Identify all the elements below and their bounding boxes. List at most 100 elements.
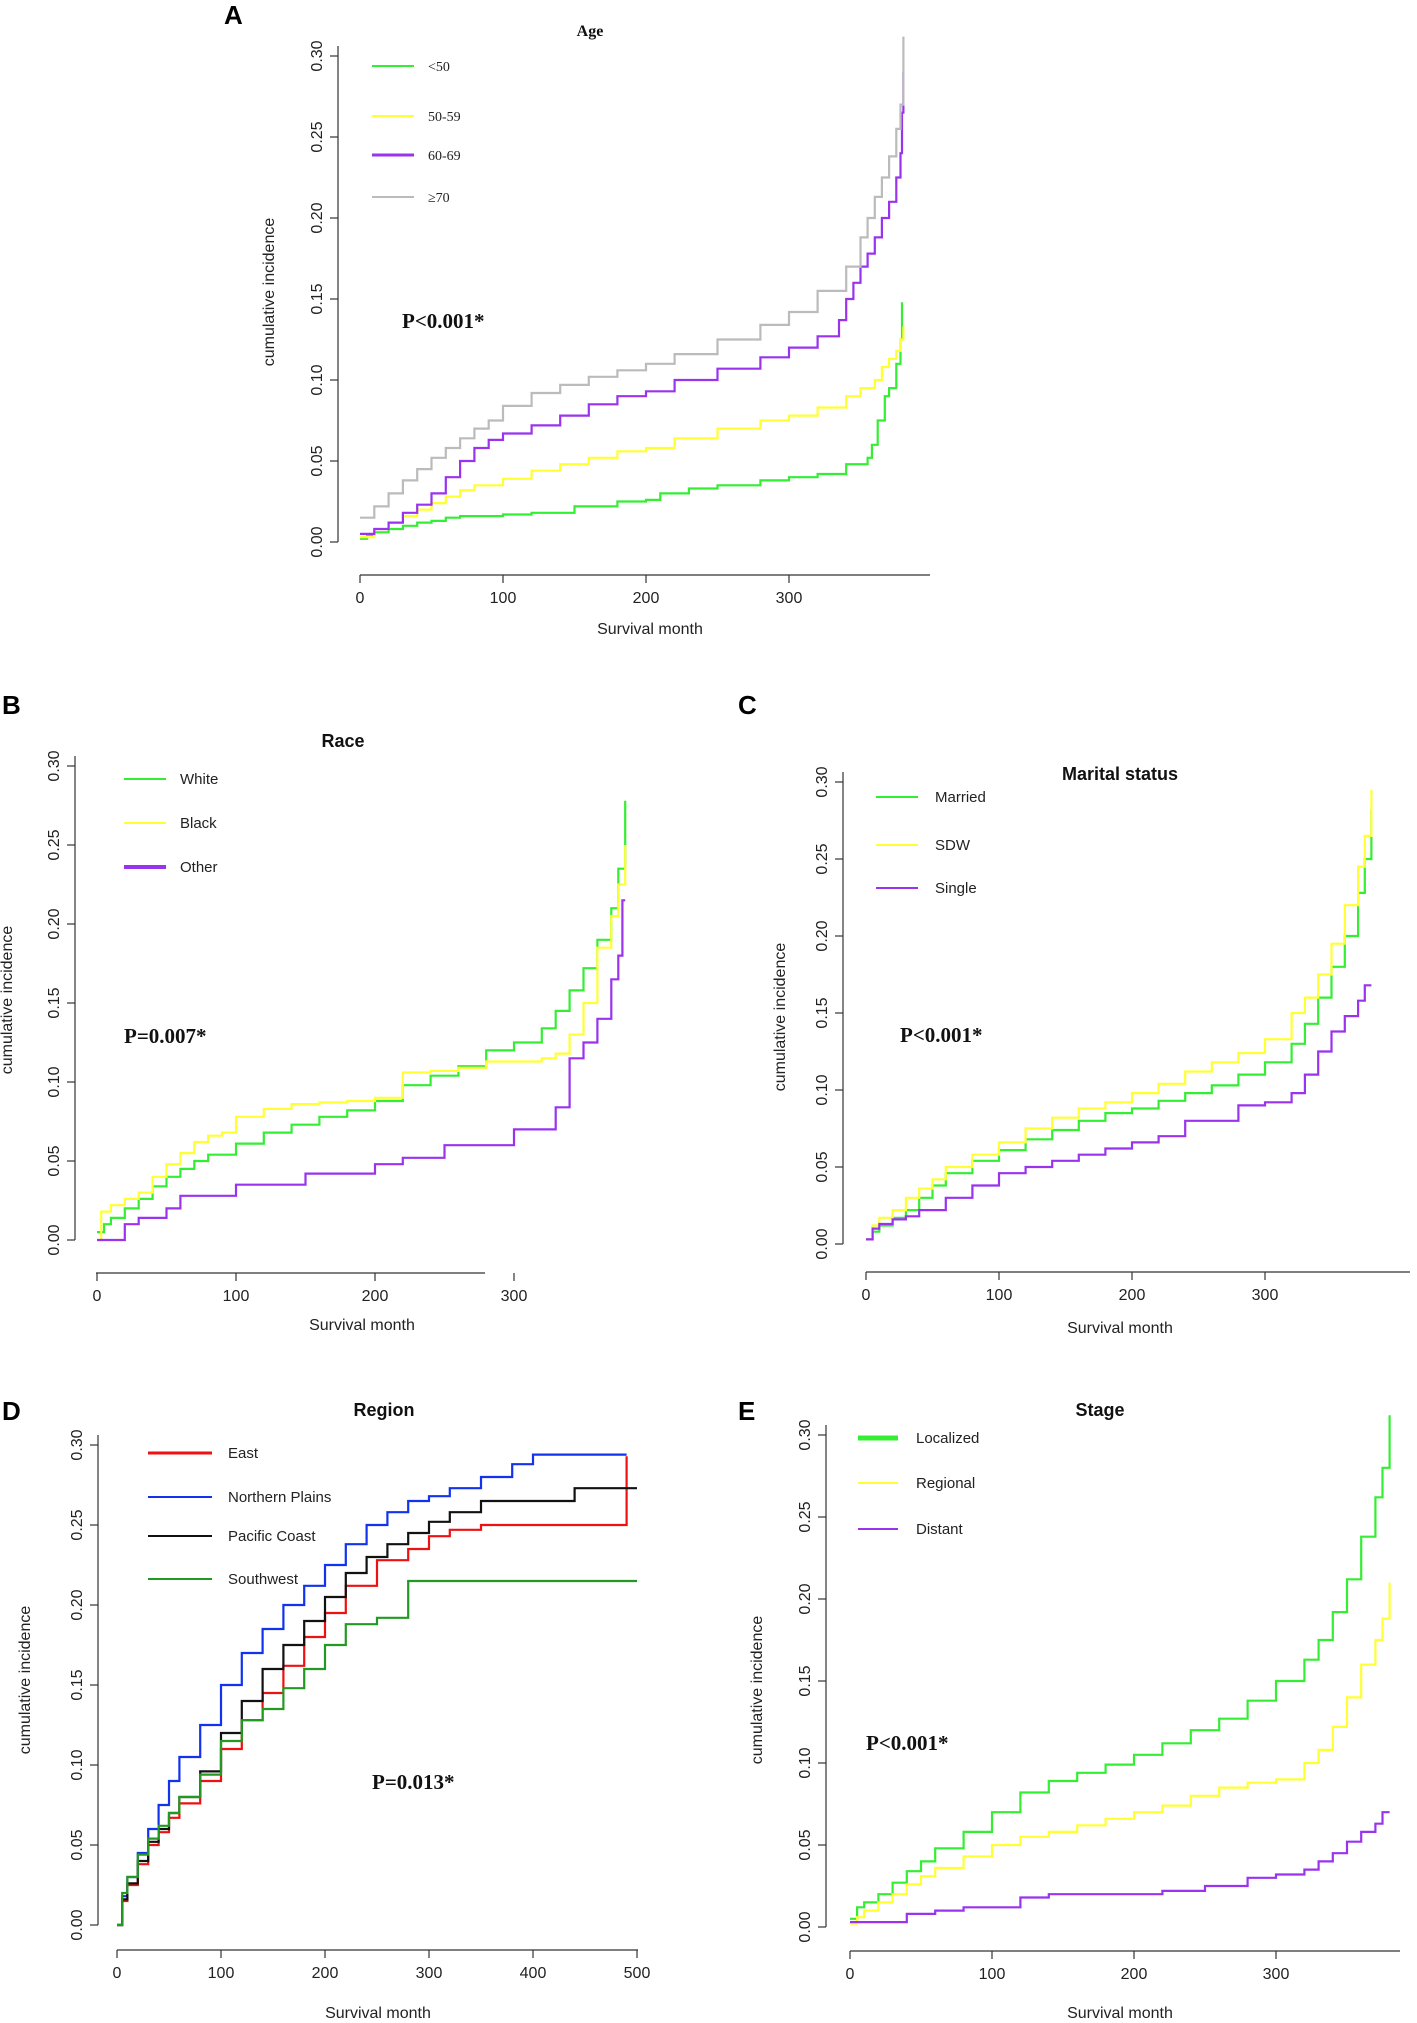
y-axis-title: cumulative incidence [749,1616,766,1765]
y-tick-label: 0.15 [69,1669,86,1700]
y-tick-label: 0.15 [46,987,63,1018]
x-tick-label: 0 [113,1965,122,1982]
y-tick-label: 0.20 [814,920,831,951]
y-tick-label: 0.25 [814,843,831,874]
y-tick-label: 0.05 [797,1829,814,1860]
p-value-annotation: P<0.001* [900,1023,983,1047]
y-tick-label: 0.25 [797,1501,814,1532]
x-tick-label: 300 [1252,1287,1279,1304]
y-tick-label: 0.25 [46,829,63,860]
series-line-60-69 [360,72,905,535]
series-line-70 [360,36,905,519]
legend-label: Black [180,815,217,832]
legend-label: Single [935,880,977,897]
panel-letter-e: E [738,1396,755,1426]
chart-title: Race [321,731,364,751]
y-tick-label: 0.25 [69,1509,86,1540]
legend-label: Pacific Coast [228,1528,316,1545]
x-tick-label: 0 [93,1288,102,1305]
chart-title: Age [577,23,604,40]
x-tick-label: 100 [208,1965,235,1982]
series-line-other [97,899,626,1242]
x-tick-label: 0 [356,590,365,607]
x-tick-label: 400 [520,1965,547,1982]
y-axis-title: cumulative incidence [0,926,16,1075]
legend-label: SDW [935,837,971,854]
x-tick-label: 100 [490,590,517,607]
y-tick-label: 0.30 [814,766,831,797]
x-tick-label: 200 [312,1965,339,1982]
x-tick-label: 200 [362,1288,389,1305]
y-tick-label: 0.05 [814,1151,831,1182]
series-line-50 [360,302,904,540]
legend-label: 60-69 [428,149,461,164]
chart-panel-b-race: 0.00 0.05 0.10 0.15 0.20 0.25 0.30 0 100 200 300 cu… [0,731,627,1334]
series-line-50-59 [360,326,905,539]
y-tick-label: 0.30 [309,40,326,71]
x-axis-title: Survival month [325,2005,431,2022]
chart-panel-a-age: 0.00 0.05 0.10 0.15 0.20 0.25 0.30 0 100 200 300 cu… [261,23,930,638]
panel-letter-b: B [2,690,21,720]
chart-title: Region [354,1400,415,1420]
panel-letter-a: A [224,0,243,30]
x-tick-label: 0 [846,1966,855,1983]
x-tick-label: 100 [979,1966,1006,1983]
legend-label: 50-59 [428,110,461,125]
y-tick-label: 0.05 [46,1145,63,1176]
y-tick-label: 0.15 [309,283,326,314]
legend-label: Localized [916,1430,979,1447]
y-tick-label: 0.30 [797,1419,814,1450]
series-line-sdw [866,789,1373,1241]
chart-panel-d-region: 0.00 0.05 0.10 0.15 0.20 0.25 0.30 0 100 200 300 40… [17,1400,650,2022]
p-value-annotation: P<0.001* [402,309,485,333]
x-tick-label: 300 [501,1288,528,1305]
y-axis-title: cumulative incidence [261,218,278,367]
y-tick-label: 0.05 [69,1829,86,1860]
y-tick-label: 0.00 [797,1911,814,1942]
y-tick-label: 0.20 [797,1583,814,1614]
y-tick-label: 0.00 [814,1228,831,1259]
panel-letter-d: D [2,1396,21,1426]
chart-panel-c-marital-status: 0.00 0.05 0.10 0.15 0.20 0.25 0.30 0 100 200 300 cu… [772,764,1410,1337]
y-tick-label: 0.25 [309,121,326,152]
legend-label: Northern Plains [228,1489,331,1506]
series-line-southwest [117,1579,637,1927]
x-tick-label: 0 [862,1287,871,1304]
y-axis-title: cumulative incidence [772,943,789,1092]
series-line-distant [850,1811,1390,1924]
chart-panel-e-stage: 0.00 0.05 0.10 0.15 0.20 0.25 0.30 0 100 200 300 cu… [749,1400,1400,2022]
y-tick-label: 0.30 [46,750,63,781]
legend-label: Southwest [228,1571,299,1588]
legend-label: Other [180,859,218,876]
y-tick-label: 0.05 [309,445,326,476]
p-value-annotation: P=0.007* [124,1024,207,1048]
x-tick-label: 300 [776,590,803,607]
panel-letter-c: C [738,690,757,720]
x-tick-label: 200 [633,590,660,607]
series-line-localized [850,1415,1391,1920]
x-tick-label: 100 [986,1287,1013,1304]
series-line-regional [850,1582,1391,1925]
y-tick-label: 0.20 [309,202,326,233]
x-axis-title: Survival month [1067,2005,1173,2022]
y-tick-label: 0.10 [46,1066,63,1097]
x-axis-title: Survival month [309,1317,415,1334]
y-tick-label: 0.10 [309,364,326,395]
chart-title: Marital status [1062,764,1178,784]
y-tick-label: 0.10 [814,1074,831,1105]
x-tick-label: 300 [416,1965,443,1982]
y-tick-label: 0.00 [309,526,326,557]
legend-label: White [180,771,218,788]
legend-label: <50 [428,60,450,75]
x-axis-title: Survival month [1067,1320,1173,1337]
x-tick-label: 200 [1121,1966,1148,1983]
x-tick-label: 500 [624,1965,651,1982]
y-tick-label: 0.30 [69,1429,86,1460]
x-axis-title: Survival month [597,621,703,638]
y-tick-label: 0.15 [797,1665,814,1696]
y-tick-label: 0.00 [46,1224,63,1255]
y-tick-label: 0.20 [46,908,63,939]
y-axis-title: cumulative incidence [17,1606,34,1755]
x-tick-label: 100 [223,1288,250,1305]
